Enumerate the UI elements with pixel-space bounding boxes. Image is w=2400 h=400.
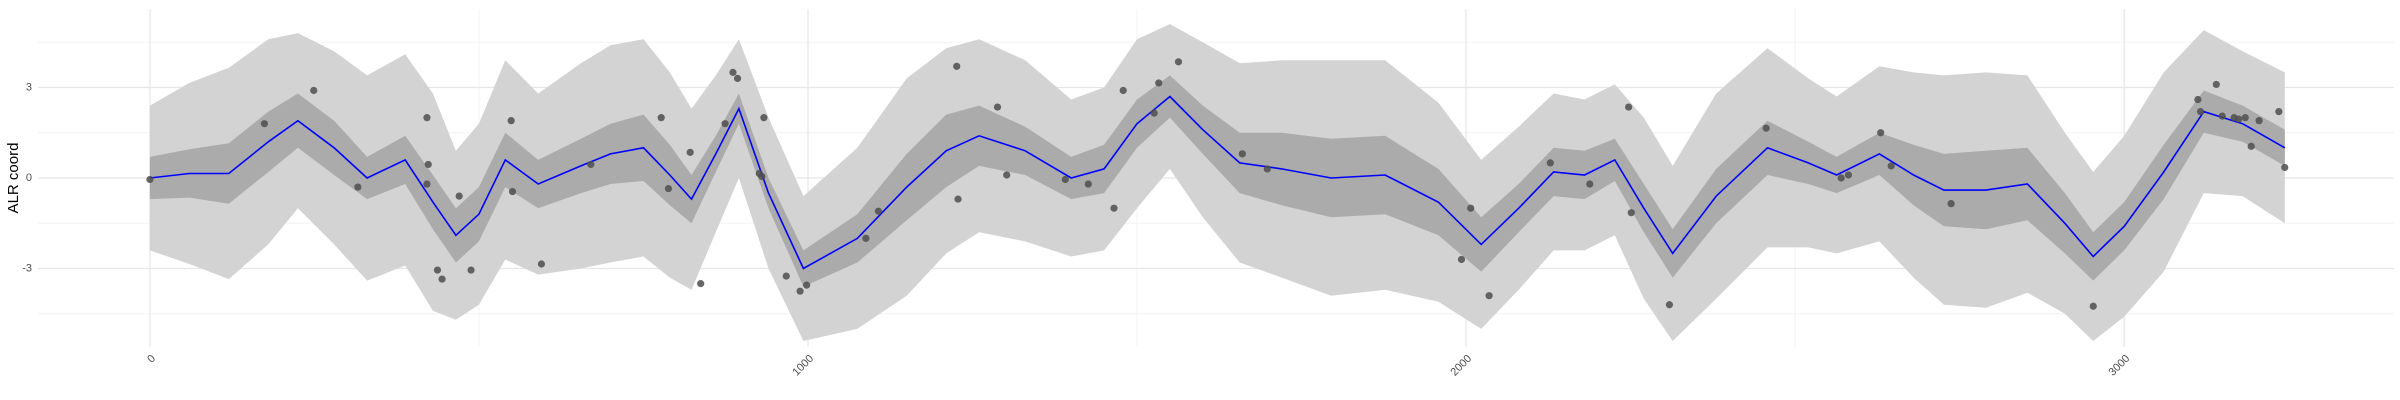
data-point bbox=[1887, 162, 1895, 170]
data-point bbox=[1457, 255, 1466, 264]
data-point bbox=[796, 287, 804, 295]
data-point bbox=[438, 275, 446, 283]
y-tick-label: -3 bbox=[22, 262, 32, 274]
data-point bbox=[953, 62, 961, 70]
data-point bbox=[782, 272, 790, 280]
data-point bbox=[760, 114, 768, 122]
data-point bbox=[537, 260, 546, 268]
y-axis-label: ALR coord bbox=[5, 143, 22, 214]
data-point bbox=[1947, 200, 1955, 208]
data-point bbox=[146, 175, 154, 184]
data-point bbox=[697, 280, 705, 288]
data-point bbox=[803, 281, 811, 289]
data-point bbox=[354, 183, 362, 191]
data-point bbox=[686, 148, 694, 156]
data-point bbox=[1150, 109, 1158, 117]
points bbox=[146, 58, 2289, 310]
data-point bbox=[1586, 180, 1594, 188]
y-tick-label: 0 bbox=[26, 172, 32, 184]
data-point bbox=[1084, 180, 1092, 188]
data-point bbox=[1467, 204, 1475, 212]
data-point bbox=[2255, 117, 2263, 125]
data-point bbox=[1110, 204, 1118, 212]
data-point bbox=[423, 114, 431, 122]
data-point bbox=[467, 266, 475, 274]
data-point bbox=[2241, 114, 2249, 122]
data-point bbox=[260, 120, 268, 128]
data-point bbox=[1625, 103, 1633, 111]
confidence-band bbox=[149, 75, 2285, 287]
data-point bbox=[1238, 150, 1246, 158]
data-point bbox=[729, 68, 737, 76]
data-point bbox=[1877, 129, 1885, 137]
data-point bbox=[455, 192, 463, 200]
data-point bbox=[733, 74, 742, 83]
data-point bbox=[2247, 142, 2255, 150]
data-point bbox=[424, 160, 432, 169]
data-point bbox=[2194, 95, 2202, 104]
data-point bbox=[2275, 108, 2283, 116]
confidence-band bbox=[149, 24, 2285, 341]
y-tick-label: 3 bbox=[26, 81, 32, 93]
data-point bbox=[721, 120, 729, 128]
data-point bbox=[954, 195, 962, 203]
data-point bbox=[1762, 124, 1770, 132]
data-point bbox=[1061, 175, 1069, 184]
data-point bbox=[2212, 80, 2220, 89]
bands bbox=[149, 24, 2285, 341]
data-point bbox=[507, 117, 515, 125]
data-point bbox=[587, 160, 595, 169]
data-point bbox=[508, 187, 517, 196]
data-point bbox=[1003, 171, 1011, 179]
data-point bbox=[433, 266, 442, 274]
data-point bbox=[2089, 302, 2097, 310]
data-point bbox=[2281, 163, 2289, 172]
data-point bbox=[1546, 159, 1554, 167]
data-point bbox=[310, 86, 318, 95]
data-point bbox=[758, 172, 766, 181]
data-point bbox=[1844, 171, 1853, 179]
data-point bbox=[993, 103, 1002, 111]
data-point bbox=[1485, 292, 1493, 300]
data-point bbox=[2235, 115, 2243, 123]
data-point bbox=[2218, 112, 2226, 120]
data-point bbox=[423, 180, 431, 188]
data-point bbox=[2196, 108, 2205, 116]
data-point bbox=[1627, 209, 1635, 217]
data-point bbox=[1155, 79, 1163, 87]
data-point bbox=[657, 114, 665, 122]
data-point bbox=[1665, 301, 1674, 309]
data-point bbox=[862, 234, 870, 242]
data-point bbox=[1174, 58, 1183, 66]
data-point bbox=[664, 184, 673, 193]
data-point bbox=[1263, 165, 1271, 173]
data-point bbox=[1837, 174, 1845, 182]
data-point bbox=[1119, 86, 1127, 95]
data-point bbox=[874, 207, 882, 215]
